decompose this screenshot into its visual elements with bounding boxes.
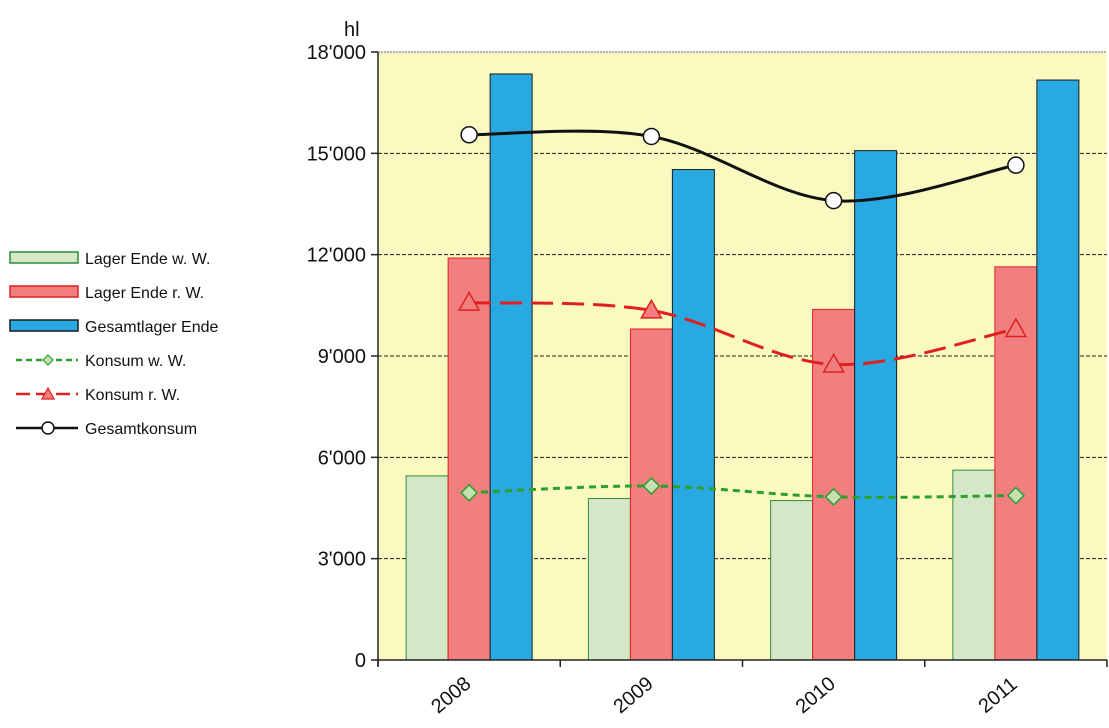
y-tick-label: 12'000: [307, 245, 366, 267]
x-tick-label: 2008: [427, 673, 475, 718]
marker-circle: [460, 126, 478, 144]
bar: [952, 469, 996, 661]
marker-triangle: [822, 352, 845, 373]
x-tick-label: 2010: [792, 673, 840, 718]
y-tick-label: 0: [355, 650, 366, 672]
x-tick-label: 2009: [609, 673, 657, 718]
legend-label: Lager Ende r. W.: [85, 285, 204, 302]
legend-swatch: [9, 285, 79, 298]
line-series: [469, 301, 1017, 367]
legend-label: Gesamtkonsum: [85, 421, 197, 438]
legend-label: Lager Ende w. W.: [85, 251, 210, 268]
x-tick-label: 2011: [974, 673, 1021, 718]
marker-triangle: [1004, 317, 1028, 338]
y-tick-label: 15'000: [307, 143, 366, 165]
legend-label: Gesamtlager Ende: [85, 319, 219, 336]
lines: [457, 126, 1028, 506]
legend-label: Konsum w. W.: [85, 353, 186, 370]
bar: [489, 73, 533, 661]
marker-circle: [1007, 156, 1025, 174]
legend-marker: [41, 421, 55, 435]
marker-circle: [642, 127, 661, 146]
y-tick-label: 3'000: [318, 549, 366, 571]
bar: [854, 150, 898, 661]
legend-marker: [40, 386, 56, 400]
marker-triangle: [457, 291, 481, 311]
y-tick-label: 6'000: [318, 447, 366, 469]
legend: Lager Ende w. W. Lager Ende r. W. Gesamtla…: [9, 251, 219, 438]
bar: [587, 498, 631, 661]
y-tick-label: 9'000: [318, 346, 366, 368]
line-series: [469, 129, 1017, 203]
bar: [405, 475, 449, 661]
bar: [447, 257, 491, 661]
marker-diamond: [824, 487, 843, 506]
marker-circle: [824, 191, 843, 210]
legend-swatch: [9, 319, 79, 332]
legend-label: Konsum r. W.: [85, 387, 180, 404]
legend-marker: [42, 354, 54, 366]
y-axis-label: hl: [344, 19, 360, 41]
marker-diamond: [642, 476, 661, 496]
marker-diamond: [1006, 486, 1025, 505]
bar: [671, 169, 715, 661]
legend-swatch: [9, 251, 79, 264]
y-tick-label: 18'000: [307, 42, 366, 64]
bar: [1036, 79, 1080, 661]
marker-triangle: [640, 298, 663, 319]
bar: [770, 500, 814, 661]
marker-diamond: [460, 483, 479, 502]
